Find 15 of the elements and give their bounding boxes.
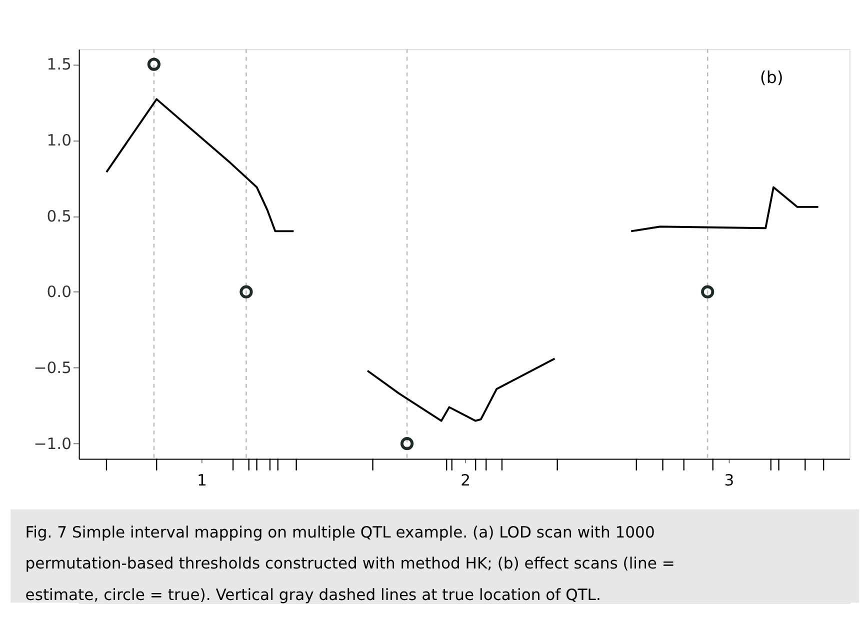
y-tick-label: 1.0: [46, 132, 72, 150]
y-tick-label: 0.5: [46, 207, 72, 226]
y-tick-label: 1.5: [46, 56, 72, 74]
annotation: (b): [760, 68, 784, 88]
point: [147, 58, 161, 71]
caption: Fig. 7 Simple interval mapping on multiple QTL example. (a) LOD scan with 1000 permutation-based thresholds constructed with method HK; (b) effect scans (line = estimate, circle = true). Vertical gray dashed lines at true location of QTL.: [25, 524, 675, 604]
point: [240, 285, 253, 298]
x-tick-label: 2: [460, 472, 470, 490]
x-tick-label: 1: [196, 472, 207, 490]
x-tick-label: 3: [724, 472, 734, 490]
point: [701, 285, 714, 298]
y-tick-label: −1.0: [34, 434, 72, 453]
y-tick-label: 0.0: [46, 283, 72, 302]
point: [400, 437, 414, 450]
y-tick-label: −0.5: [34, 359, 72, 378]
